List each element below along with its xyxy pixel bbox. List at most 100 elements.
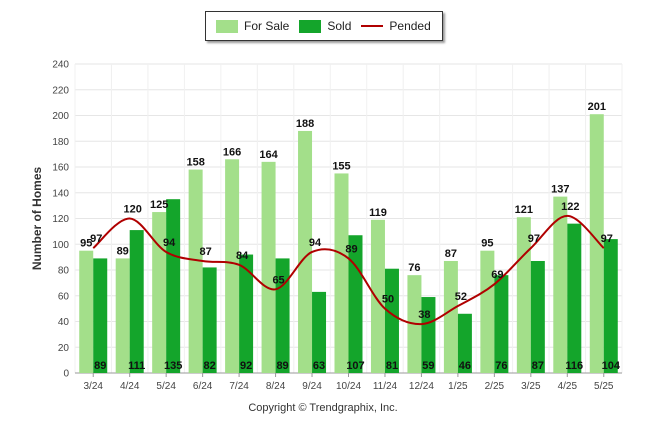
data-label-sold: 59 <box>422 360 434 372</box>
x-tick-label: 12/24 <box>409 381 434 392</box>
legend-swatch-for-sale <box>216 19 238 33</box>
data-label-for-sale: 89 <box>117 245 129 257</box>
x-tick-label: 4/25 <box>558 381 578 392</box>
data-label-pended: 122 <box>561 201 579 213</box>
data-label-sold: 89 <box>94 360 106 372</box>
x-tick-label: 9/24 <box>302 381 322 392</box>
y-tick-label: 240 <box>52 60 69 71</box>
bar-for-sale <box>480 250 495 373</box>
data-label-pended: 94 <box>163 237 176 249</box>
data-label-for-sale: 95 <box>80 238 92 250</box>
bar-sold <box>129 230 144 373</box>
bar-sold <box>603 239 618 373</box>
data-label-pended: 97 <box>601 233 613 245</box>
bar-sold <box>567 223 582 373</box>
data-label-pended: 84 <box>236 250 249 262</box>
data-label-for-sale: 119 <box>369 207 387 219</box>
y-tick-label: 160 <box>52 163 69 174</box>
bar-for-sale <box>298 130 313 373</box>
x-tick-label: 10/24 <box>336 381 361 392</box>
data-label-for-sale: 188 <box>296 118 314 130</box>
data-label-pended: 97 <box>90 233 102 245</box>
data-label-sold: 111 <box>128 360 145 372</box>
data-label-for-sale: 125 <box>150 199 168 211</box>
x-tick-label: 5/25 <box>594 381 614 392</box>
data-label-pended: 89 <box>345 243 357 255</box>
data-label-for-sale: 166 <box>223 146 241 158</box>
bar-sold <box>421 297 436 373</box>
bar-for-sale <box>261 161 276 373</box>
bar-for-sale <box>516 217 531 373</box>
data-label-sold: 87 <box>532 360 544 372</box>
data-label-for-sale: 158 <box>186 157 204 169</box>
data-label-sold: 63 <box>313 360 325 372</box>
x-tick-label: 1/25 <box>448 381 468 392</box>
bar-for-sale <box>370 219 385 373</box>
y-tick-label: 0 <box>63 369 69 380</box>
line-pended <box>92 214 605 326</box>
x-tick-label: 3/24 <box>83 381 103 392</box>
x-tick-label: 4/24 <box>120 381 140 392</box>
data-label-for-sale: 164 <box>259 149 278 161</box>
y-tick-label: 220 <box>52 85 69 96</box>
bar-for-sale <box>115 258 130 373</box>
data-label-sold: 135 <box>164 360 182 372</box>
bar-sold <box>312 291 327 373</box>
data-label-pended: 65 <box>272 274 284 286</box>
data-label-pended: 120 <box>124 204 142 216</box>
y-tick-label: 40 <box>58 317 70 328</box>
y-tick-label: 60 <box>58 291 70 302</box>
legend-label-pended: Pended <box>389 19 431 33</box>
data-label-sold: 107 <box>346 360 364 372</box>
bar-sold <box>530 260 545 373</box>
bar-for-sale <box>589 114 604 374</box>
data-label-pended: 97 <box>528 233 540 245</box>
bar-sold <box>457 313 472 373</box>
data-label-pended: 69 <box>491 269 503 281</box>
data-label-for-sale: 76 <box>408 262 420 274</box>
y-tick-label: 100 <box>52 240 69 251</box>
bar-sold <box>166 199 181 373</box>
bar-for-sale <box>553 196 568 373</box>
x-tick-label: 8/24 <box>266 381 286 392</box>
data-label-sold: 81 <box>386 360 398 372</box>
legend-label-for-sale: For Sale <box>244 19 290 33</box>
bar-for-sale <box>225 159 240 373</box>
x-tick-label: 11/24 <box>373 381 398 392</box>
x-tick-label: 2/25 <box>485 381 505 392</box>
data-label-sold: 92 <box>240 360 252 372</box>
legend-label-sold: Sold <box>327 19 352 33</box>
bar-sold <box>93 258 108 373</box>
bar-sold <box>384 268 399 373</box>
y-axis-label: Number of Homes <box>30 167 44 271</box>
bar-sold <box>239 254 254 373</box>
bar-for-sale <box>188 169 203 373</box>
data-label-for-sale: 121 <box>515 204 533 216</box>
legend-item-sold: Sold <box>299 19 351 33</box>
y-tick-label: 140 <box>52 188 69 199</box>
legend-swatch-pended <box>361 25 384 27</box>
x-tick-label: 6/24 <box>193 381 213 392</box>
data-label-pended: 38 <box>418 309 430 321</box>
bar-for-sale <box>334 173 349 373</box>
bar-sold <box>202 267 217 373</box>
data-label-for-sale: 155 <box>332 160 350 172</box>
y-tick-label: 180 <box>52 137 69 148</box>
data-label-sold: 116 <box>565 360 583 372</box>
legend-item-pended: Pended <box>361 19 431 33</box>
data-label-sold: 89 <box>276 360 288 372</box>
x-tick-label: 5/24 <box>156 381 176 392</box>
y-tick-label: 20 <box>58 343 70 354</box>
legend: For Sale Sold Pended <box>205 11 443 41</box>
bar-sold <box>348 235 363 373</box>
data-label-for-sale: 87 <box>445 248 457 260</box>
y-tick-label: 80 <box>58 266 70 277</box>
bar-for-sale <box>443 260 458 373</box>
data-label-for-sale: 137 <box>551 184 569 196</box>
data-label-sold: 82 <box>204 360 216 372</box>
data-label-for-sale: 95 <box>481 238 493 250</box>
bar-for-sale <box>152 212 167 373</box>
legend-item-for-sale: For Sale <box>216 19 289 33</box>
x-tick-label: 3/25 <box>521 381 541 392</box>
